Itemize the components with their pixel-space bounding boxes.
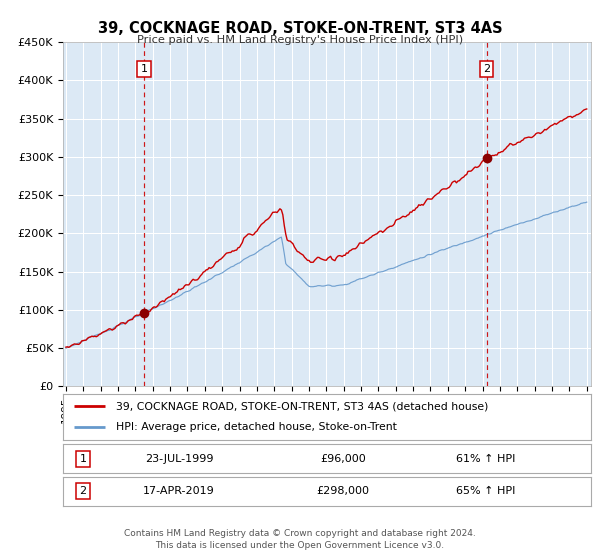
Text: 61% ↑ HPI: 61% ↑ HPI — [456, 454, 515, 464]
Text: 17-APR-2019: 17-APR-2019 — [143, 486, 215, 496]
Text: 1: 1 — [80, 454, 86, 464]
Text: Contains HM Land Registry data © Crown copyright and database right 2024.: Contains HM Land Registry data © Crown c… — [124, 529, 476, 538]
Text: HPI: Average price, detached house, Stoke-on-Trent: HPI: Average price, detached house, Stok… — [116, 422, 397, 432]
Text: 2: 2 — [483, 64, 490, 74]
Text: £96,000: £96,000 — [320, 454, 366, 464]
Text: This data is licensed under the Open Government Licence v3.0.: This data is licensed under the Open Gov… — [155, 541, 445, 550]
Text: £298,000: £298,000 — [316, 486, 370, 496]
Text: Price paid vs. HM Land Registry's House Price Index (HPI): Price paid vs. HM Land Registry's House … — [137, 35, 463, 45]
Text: 39, COCKNAGE ROAD, STOKE-ON-TRENT, ST3 4AS (detached house): 39, COCKNAGE ROAD, STOKE-ON-TRENT, ST3 4… — [116, 401, 488, 411]
Text: 1: 1 — [140, 64, 148, 74]
Text: 2: 2 — [80, 486, 86, 496]
Text: 65% ↑ HPI: 65% ↑ HPI — [456, 486, 515, 496]
Text: 39, COCKNAGE ROAD, STOKE-ON-TRENT, ST3 4AS: 39, COCKNAGE ROAD, STOKE-ON-TRENT, ST3 4… — [98, 21, 502, 36]
Text: 23-JUL-1999: 23-JUL-1999 — [145, 454, 214, 464]
